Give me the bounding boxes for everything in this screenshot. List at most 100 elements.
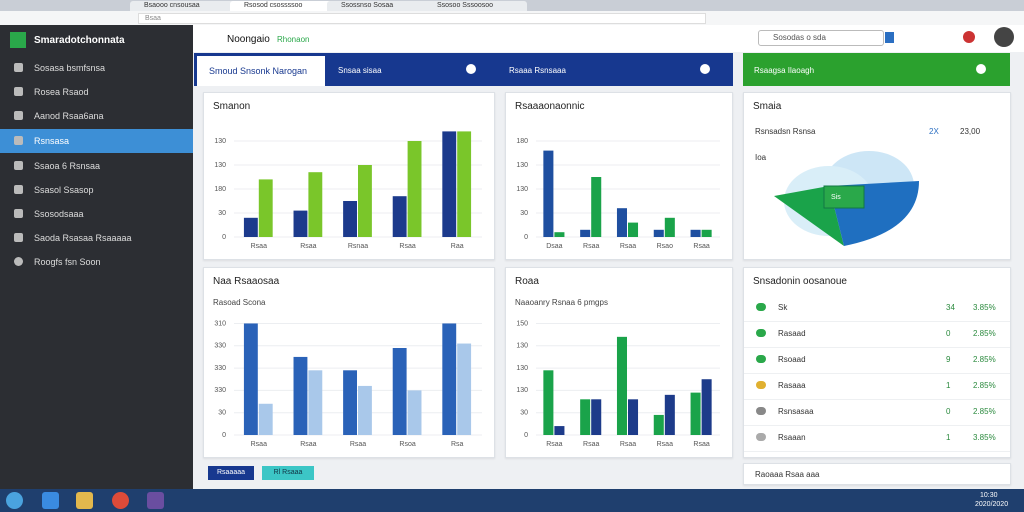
nav-item[interactable]: Ssasol Ssasop bbox=[0, 178, 193, 202]
clock-time: 10:30 bbox=[980, 492, 998, 499]
start-button[interactable] bbox=[6, 492, 23, 509]
card: Snsadonin oosanoue Sk 34 3.85% Rasaad 0 2.85%… bbox=[743, 267, 1011, 458]
nav-label: Ssosodsaaa bbox=[34, 209, 84, 219]
nav-icon bbox=[14, 136, 23, 145]
browser-tab[interactable]: Bsaooo cnsousaa bbox=[130, 1, 239, 11]
address-bar: Bsaa bbox=[0, 11, 1024, 26]
nav-icon bbox=[14, 111, 23, 120]
row-icon bbox=[756, 329, 766, 337]
bar bbox=[591, 399, 602, 435]
nav-item[interactable]: Rosea Rsaod bbox=[0, 80, 193, 104]
x-tick-label: Rsaa bbox=[620, 441, 636, 448]
bar bbox=[457, 343, 472, 435]
y-tick-label: 0 bbox=[222, 234, 226, 241]
bar bbox=[653, 414, 664, 435]
status-row: Rasaad 0 2.85% bbox=[744, 321, 1010, 348]
nav-label: Sosasa bsmfsnsa bbox=[34, 63, 106, 73]
nav-item[interactable]: Sosasa bsmfsnsa bbox=[0, 56, 193, 80]
nav-item[interactable]: Aanod Rsaa6ana bbox=[0, 104, 193, 128]
y-tick-label: 180 bbox=[516, 138, 528, 145]
button[interactable]: Rl Rsaaa bbox=[262, 466, 314, 480]
y-tick-label: 30 bbox=[218, 210, 226, 217]
row-label: Rasaaa bbox=[778, 381, 806, 390]
tab-strip: Bsaooo cnsousaa Rsosod csossssoo Ssossns… bbox=[0, 0, 1024, 11]
row-icon bbox=[756, 355, 766, 363]
nav-item[interactable]: Roogfs fsn Soon bbox=[0, 250, 193, 274]
tab[interactable]: Rsaaa Rsnsaaa bbox=[509, 66, 566, 75]
url-field[interactable]: Bsaa bbox=[138, 13, 706, 24]
nav-item-active[interactable]: Rsnsasa bbox=[0, 129, 193, 153]
taskbar-app[interactable] bbox=[76, 492, 93, 509]
bar bbox=[701, 229, 712, 237]
nav-item[interactable]: Ssaoa 6 Rsnsaa bbox=[0, 154, 193, 178]
nav-label: Saoda Rsasaa Rsaaaaa bbox=[34, 233, 132, 243]
nav-label: Ssasol Ssasop bbox=[34, 185, 94, 195]
card: Smaia Rsnsadsn Rsnsa 2X 23,00 Ioa Sis bbox=[743, 92, 1011, 260]
nav-item[interactable]: Saoda Rsasaa Rsaaaaa bbox=[0, 226, 193, 250]
bar bbox=[653, 229, 664, 237]
bar-chart: 0 30 130 130 130 150 Rsaa Rsaa Rsaa Rsaa Rsaa bbox=[516, 320, 720, 448]
bar bbox=[664, 217, 675, 237]
card: Roaa Naaoanry Rsnaa 6 pmgps 0 30 130 130 130… bbox=[505, 267, 733, 458]
bar-chart: 0 30 330 330 330 310 Rsaa Rsaa Rsaa Rsoa Rsa bbox=[214, 320, 482, 448]
taskbar: 10:30 2020/2020 bbox=[0, 489, 1024, 512]
y-tick-label: 0 bbox=[524, 432, 528, 439]
row-label: Rsnsasaa bbox=[778, 407, 814, 416]
y-tick-label: 130 bbox=[516, 186, 528, 193]
bar bbox=[407, 141, 422, 237]
x-tick-label: Rsaa bbox=[350, 441, 366, 448]
y-tick-label: 0 bbox=[222, 432, 226, 439]
icon[interactable] bbox=[963, 31, 975, 43]
button[interactable]: Rsaaaaa bbox=[208, 466, 254, 480]
avatar[interactable] bbox=[994, 27, 1014, 47]
row-count: 1 bbox=[946, 381, 951, 390]
search-box[interactable]: Sosodas o sda bbox=[758, 30, 884, 46]
taskbar-app[interactable] bbox=[147, 492, 164, 509]
bar-chart: 0 30 130 130 180 Dsaa Rsaa Rsaa Rsao Rsaa bbox=[516, 138, 720, 250]
browser-tab[interactable]: Rsosod csossssoo bbox=[230, 1, 334, 11]
stat-note: Ioa bbox=[755, 153, 767, 162]
x-tick-label: Rsao bbox=[657, 243, 673, 250]
card: Rsaaaonaonnic 0 30 130 130 180 Dsaa Rsaa Rsaa Rs… bbox=[505, 92, 733, 260]
icon bbox=[976, 64, 986, 74]
y-tick-label: 330 bbox=[214, 387, 226, 394]
bar bbox=[293, 356, 308, 435]
bar bbox=[243, 323, 258, 435]
nav-icon bbox=[14, 209, 23, 218]
nav-label: Roogfs fsn Soon bbox=[34, 257, 101, 267]
taskbar-app[interactable] bbox=[112, 492, 129, 509]
bar bbox=[554, 232, 565, 237]
clock-date: 2020/2020 bbox=[975, 501, 1009, 508]
bar bbox=[457, 131, 472, 237]
browser-tab[interactable]: Ssossnso Sosaa bbox=[327, 1, 431, 11]
nav-icon bbox=[14, 161, 23, 170]
bar bbox=[591, 177, 602, 237]
page-title: Noongaio bbox=[227, 34, 270, 45]
row-icon bbox=[756, 381, 766, 389]
nav-icon bbox=[14, 233, 23, 242]
row-count: 1 bbox=[946, 433, 951, 442]
tab[interactable]: Snsaa sisaa bbox=[338, 66, 382, 75]
x-tick-label: Rsaa bbox=[583, 441, 599, 448]
bar bbox=[554, 426, 565, 435]
status-row: Rasaaa 1 2.85% bbox=[744, 373, 1010, 400]
tab-bar: Smoud Snsonk Narogan Snsaa sisaa Rsaaa R… bbox=[194, 53, 733, 86]
nav-label: Rsnsasa bbox=[34, 136, 70, 146]
bar bbox=[308, 172, 323, 237]
icon bbox=[700, 64, 710, 74]
tab-active[interactable]: Smoud Snsonk Narogan bbox=[197, 56, 325, 86]
row-percent: 2.85% bbox=[973, 355, 996, 364]
taskbar-app[interactable] bbox=[42, 492, 59, 509]
icon[interactable] bbox=[885, 32, 894, 43]
row-label: Sk bbox=[778, 303, 788, 312]
row-count: 9 bbox=[946, 355, 951, 364]
nav-item[interactable]: Ssosodsaaa bbox=[0, 202, 193, 226]
row-percent: 2.85% bbox=[973, 329, 996, 338]
bar bbox=[243, 217, 258, 237]
browser-tab[interactable]: Ssosoo Sssoosoo bbox=[423, 1, 527, 11]
x-tick-label: Rsaa bbox=[620, 243, 636, 250]
card: Naa Rsaaosaa Rasoad Scona 0 30 330 330 330 31… bbox=[203, 267, 495, 458]
nav-label: Rosea Rsaod bbox=[34, 87, 89, 97]
panel-title[interactable]: Rsaagsa Ilaoagh bbox=[754, 66, 815, 75]
stat-label: Rsnsadsn Rsnsa bbox=[755, 127, 816, 136]
